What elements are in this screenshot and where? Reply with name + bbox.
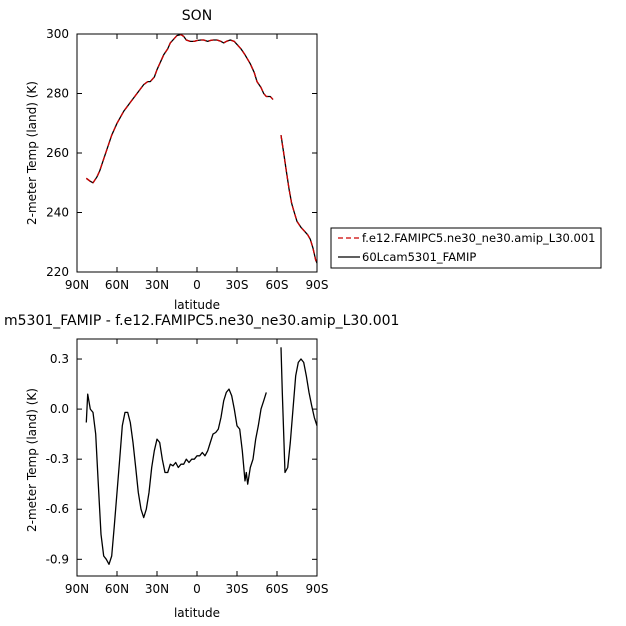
bottom-x-tick-label: 30N <box>145 582 169 596</box>
top-y-tick-label: 240 <box>46 206 69 220</box>
bottom-series-line <box>280 347 318 474</box>
top-y-tick-label: 220 <box>46 265 69 279</box>
top-x-tick-label: 0 <box>193 278 201 292</box>
top-title: SON <box>182 8 212 24</box>
top-x-tick-label: 60S <box>266 278 289 292</box>
bottom-x-tick-label: 0 <box>193 582 201 596</box>
legend-label-1: f.e12.FAMIPC5.ne30_ne30.amip_L30.001 <box>362 231 595 245</box>
legend-box <box>330 227 602 269</box>
top-x-tick-label: 60N <box>105 278 129 292</box>
bottom-y-tick-label: -0.6 <box>46 502 69 516</box>
legend: f.e12.FAMIPC5.ne30_ne30.amip_L30.001 60L… <box>330 227 602 269</box>
top-x-tick-label: 90N <box>65 278 89 292</box>
bottom-series <box>85 347 318 565</box>
bottom-y-tick-label: 0.3 <box>50 352 69 366</box>
top-y-tick-label: 280 <box>46 87 69 101</box>
top-x-tick-label: 30S <box>226 278 249 292</box>
top-x-tick-label: 90S <box>306 278 329 292</box>
bottom-y-tick-label: 0.0 <box>50 402 69 416</box>
top-plot-frame <box>76 33 318 273</box>
top-series <box>85 33 318 264</box>
bottom-series-line <box>85 388 267 565</box>
bottom-y-tick-label: -0.9 <box>46 552 69 566</box>
top-y-tick-label: 260 <box>46 146 69 160</box>
top-panel: SON 90N 60N 30N 0 30S 60S 90S 220 240 260 280 300 l… <box>25 8 328 312</box>
top-x-tick-label: 30N <box>145 278 169 292</box>
bottom-ylabel: 2-meter Temp (land) (K) <box>25 388 39 532</box>
bottom-x-tick-label: 60N <box>105 582 129 596</box>
top-ticks: 90N 60N 30N 0 30S 60S 90S 220 240 260 280 300 <box>46 27 328 292</box>
top-series-line <box>280 135 318 264</box>
bottom-x-tick-label: 90N <box>65 582 89 596</box>
top-ylabel: 2-meter Temp (land) (K) <box>25 81 39 225</box>
top-xlabel: latitude <box>174 298 220 312</box>
bottom-x-tick-label: 60S <box>266 582 289 596</box>
legend-label-2: 60Lcam5301_FAMIP <box>362 250 476 264</box>
bottom-xlabel: latitude <box>174 606 220 620</box>
top-series-line <box>85 33 274 184</box>
bottom-y-tick-label: -0.3 <box>46 452 69 466</box>
bottom-x-tick-label: 90S <box>306 582 329 596</box>
bottom-ticks: 90N 60N 30N 0 30S 60S 90S -0.9 -0.6 -0.3 0.0 0.3 <box>46 339 329 596</box>
bottom-plot-frame <box>76 338 318 577</box>
bottom-title: m5301_FAMIP - f.e12.FAMIPC5.ne30_ne30.am… <box>4 313 399 329</box>
top-y-tick-label: 300 <box>46 27 69 41</box>
top-series-line <box>85 33 274 184</box>
bottom-x-tick-label: 30S <box>226 582 249 596</box>
bottom-panel: m5301_FAMIP - f.e12.FAMIPC5.ne30_ne30.am… <box>4 313 399 620</box>
